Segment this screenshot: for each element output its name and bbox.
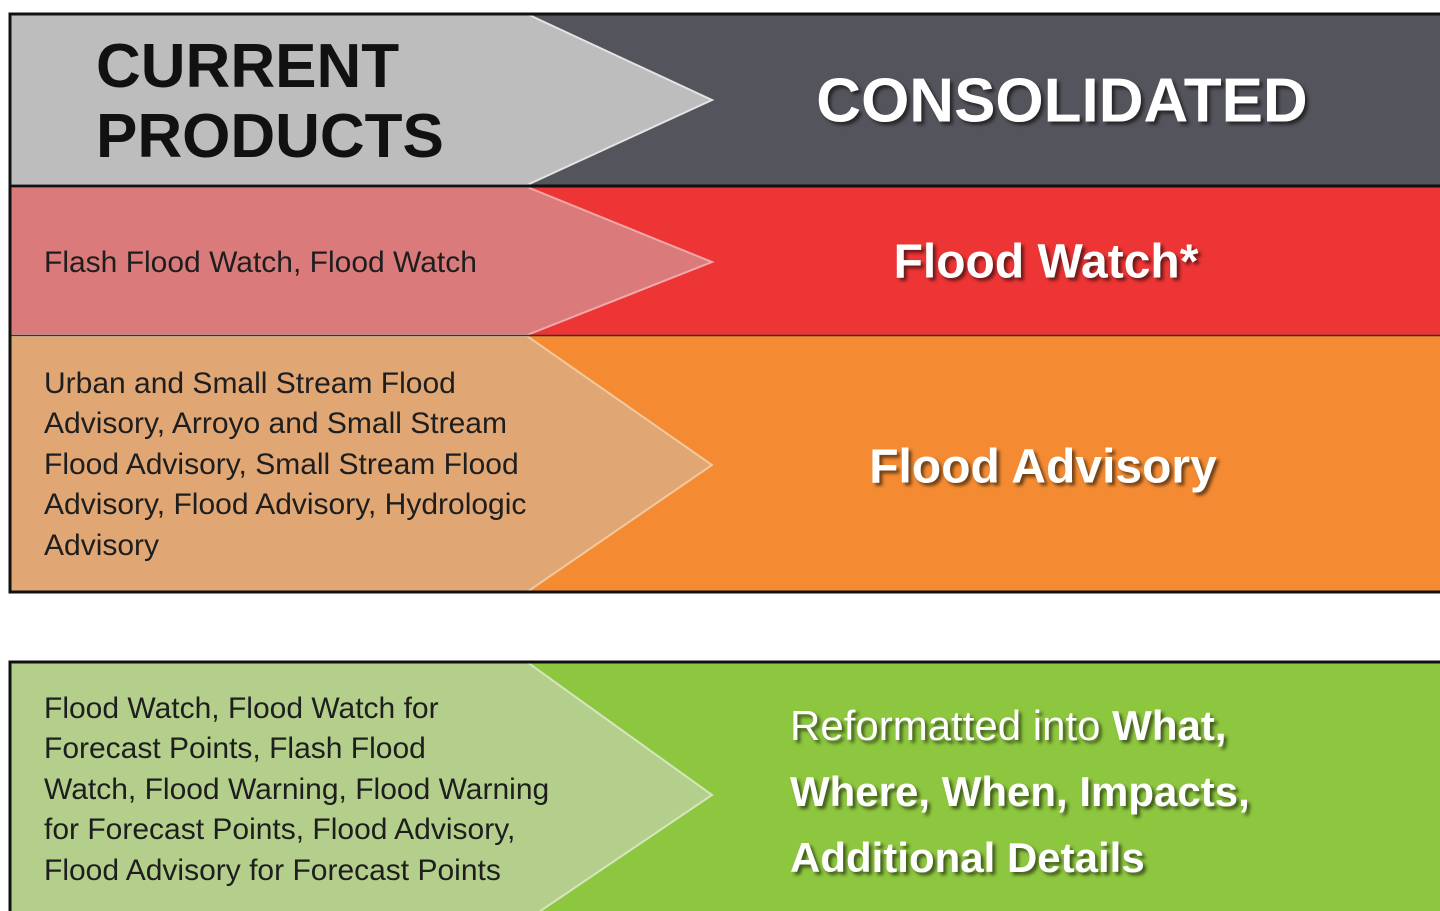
consolidated-product: Flood Watch* — [893, 235, 1199, 289]
header-right: CONSOLIDATED — [816, 66, 1308, 136]
product-line: Urban and Small Stream Flood — [44, 366, 456, 400]
product-line: Watch, Flood Warning, Flood Warning — [44, 772, 550, 806]
note-segment: Where, When, Impacts, — [790, 768, 1250, 815]
current-products: Urban and Small Stream Flood Advisory, Ar… — [44, 364, 526, 567]
product-line: Flood Advisory for Forecast Points — [44, 853, 501, 887]
product-line: Advisory, Arroyo and Small Stream — [44, 407, 507, 441]
product-line: Flood Advisory, Small Stream Flood — [44, 447, 519, 481]
note-segment: What, — [1112, 702, 1227, 749]
current-products: Flood Watch, Flood Watch for Forecast Poi… — [44, 689, 549, 892]
product-line: for Forecast Points, Flood Advisory, — [44, 813, 516, 847]
header-left: CURRENT PRODUCTS — [96, 32, 444, 172]
header-line: CURRENT — [96, 32, 400, 101]
product-line: Flash Flood Watch, Flood Watch — [44, 245, 477, 279]
product-line: Flood Watch, Flood Watch for — [44, 691, 439, 725]
product-line: Forecast Points, Flash Flood — [44, 732, 426, 766]
consolidated-product: Flood Advisory — [869, 440, 1217, 494]
note-line: Reformatted into What, — [790, 693, 1250, 759]
current-products: Flash Flood Watch, Flood Watch — [44, 243, 477, 284]
product-line: Advisory, Flood Advisory, Hydrologic — [44, 488, 527, 522]
header-line: PRODUCTS — [96, 102, 444, 171]
note-line: Additional Details — [790, 825, 1250, 891]
note-segment: Reformatted into — [790, 702, 1113, 749]
product-line: Advisory — [44, 528, 160, 562]
note-segment: Additional Details — [790, 834, 1145, 881]
reformatted-note: Reformatted into What, Where, When, Impac… — [790, 693, 1250, 891]
outer-frame — [8, 12, 1440, 594]
outer-frame — [8, 660, 1440, 911]
note-line: Where, When, Impacts, — [790, 759, 1250, 825]
